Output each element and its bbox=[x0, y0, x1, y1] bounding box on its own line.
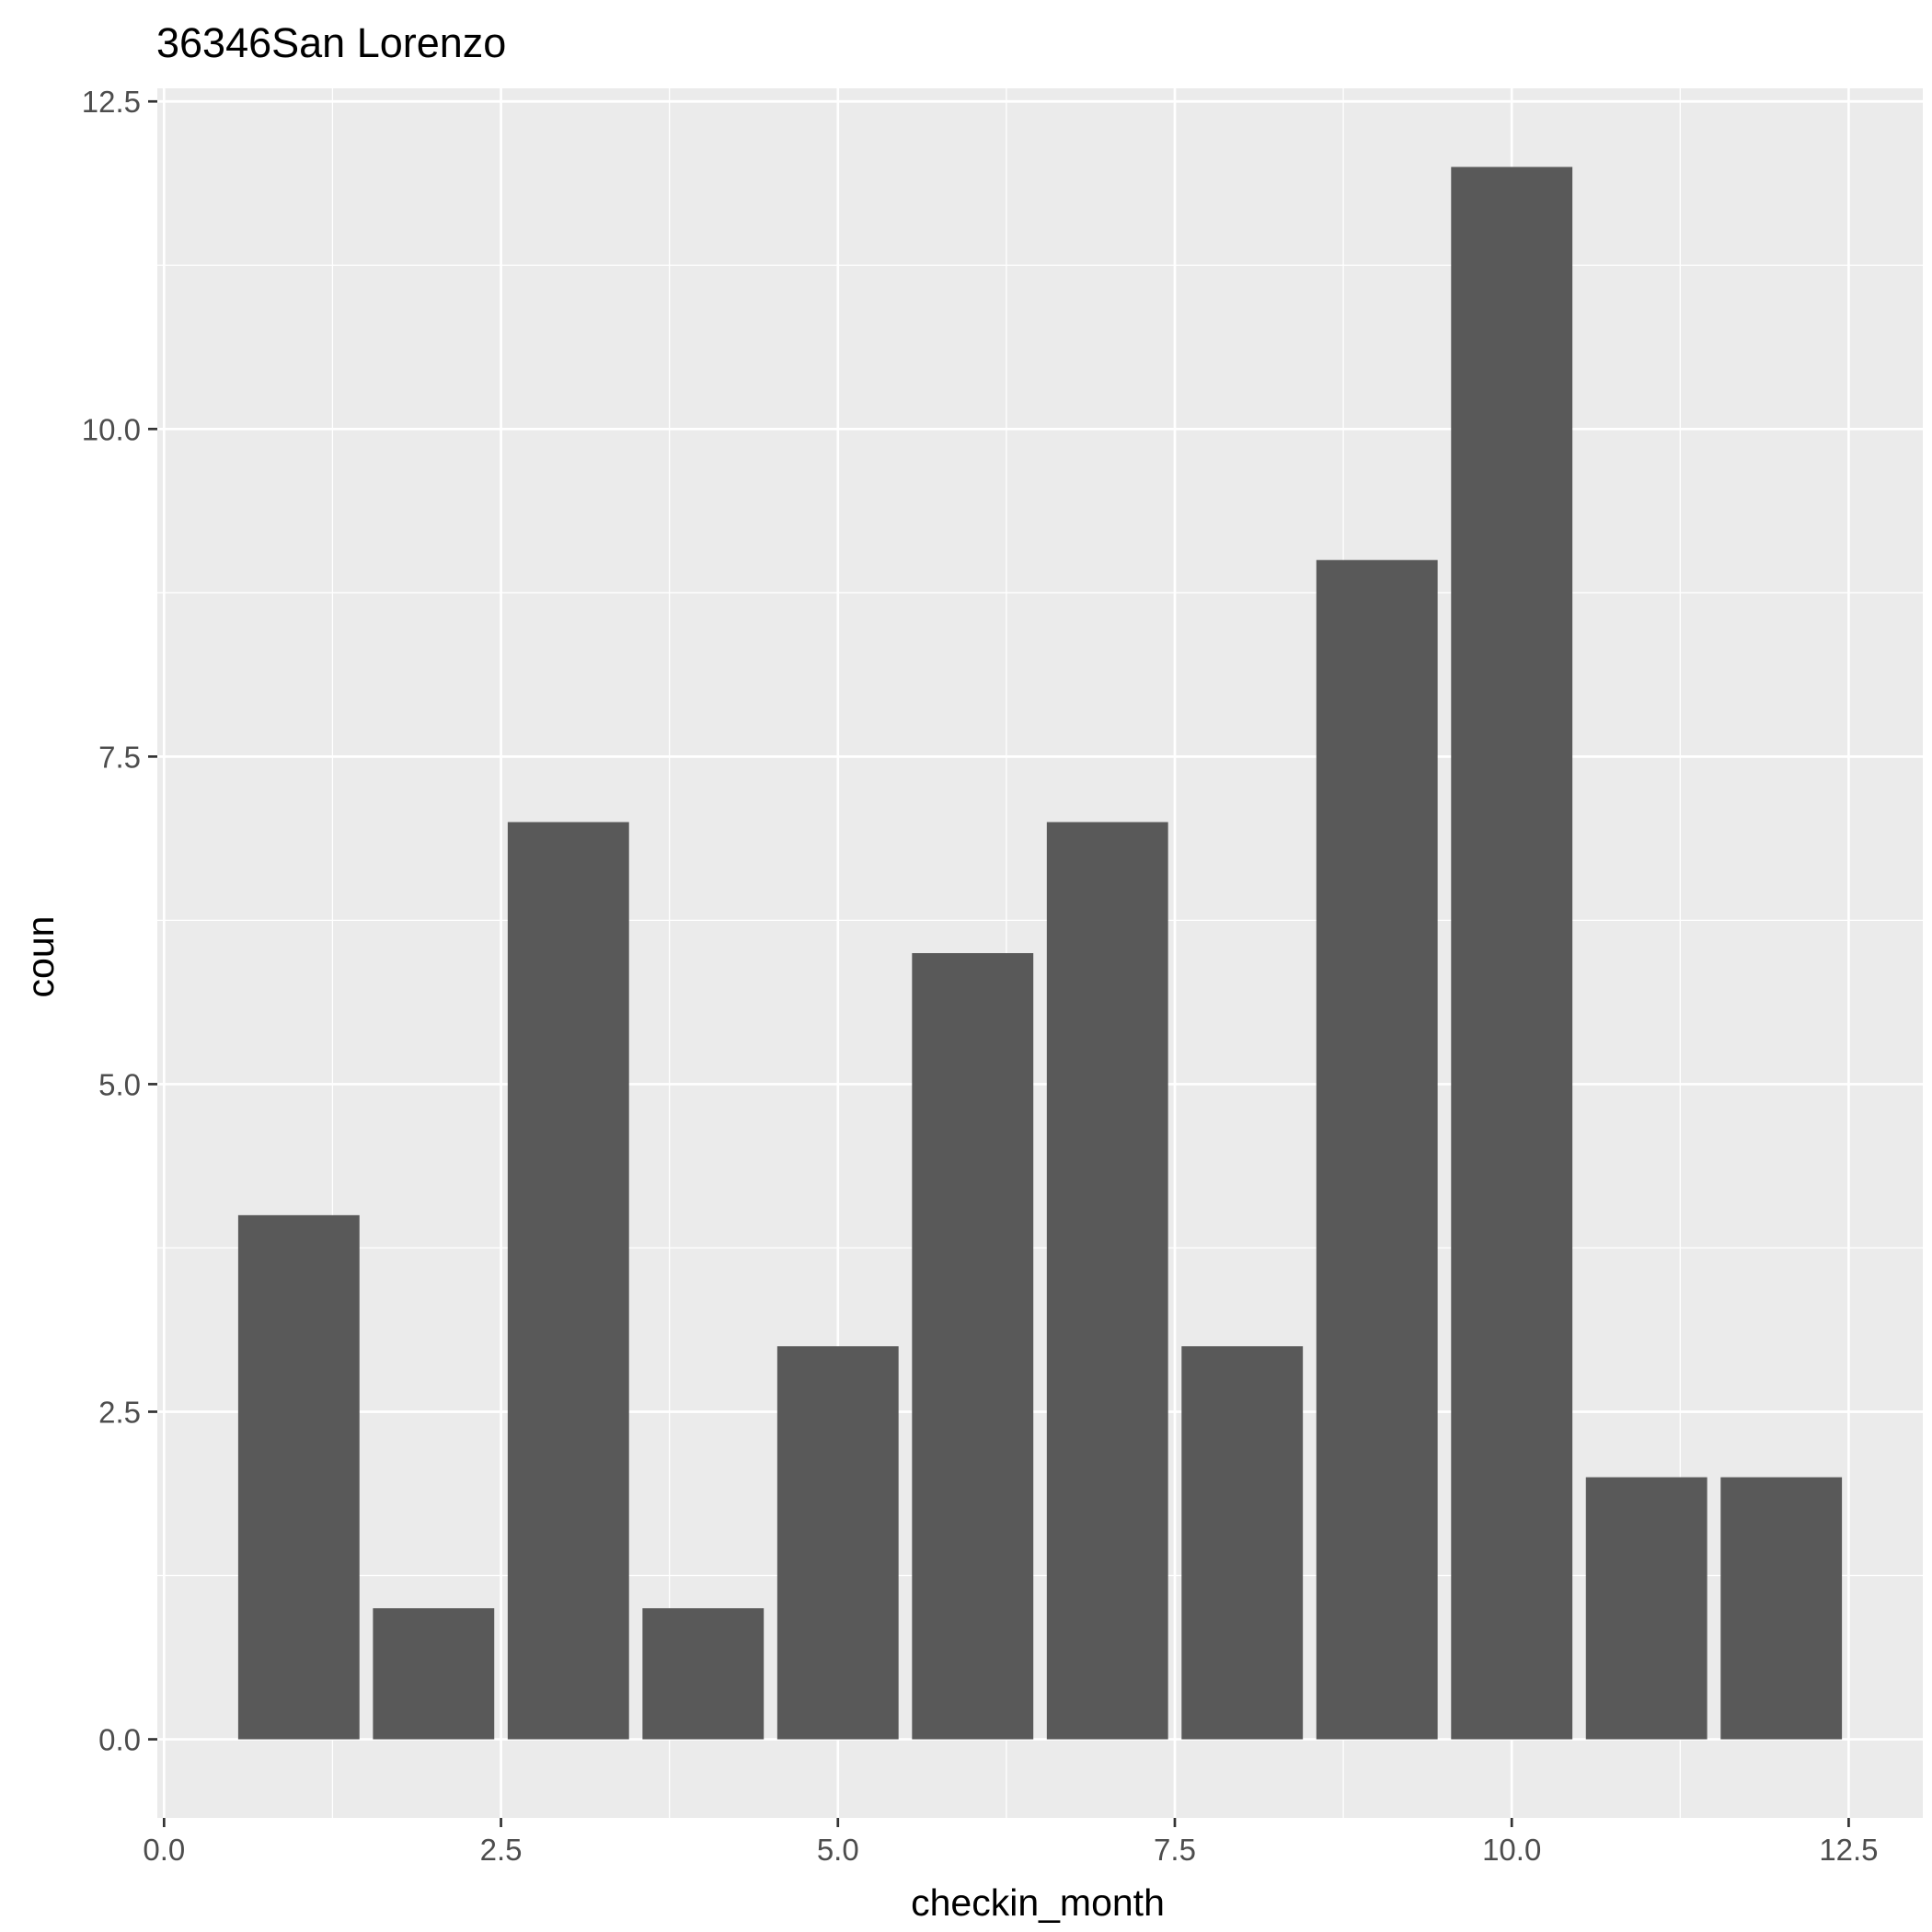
chart-title: 36346San Lorenzo bbox=[156, 19, 506, 66]
x-tick-label: 0.0 bbox=[143, 1833, 185, 1867]
bars bbox=[237, 167, 1843, 1740]
bar bbox=[1316, 559, 1438, 1740]
x-tick-label: 2.5 bbox=[480, 1833, 523, 1867]
bar bbox=[912, 953, 1034, 1740]
y-tick-label: 10.0 bbox=[82, 412, 141, 446]
y-axis: 0.0 2.5 5.0 7.5 10.0 12.5 bbox=[82, 85, 157, 1757]
bar bbox=[1585, 1477, 1708, 1740]
x-tick-label: 7.5 bbox=[1154, 1833, 1196, 1867]
x-tick-label: 10.0 bbox=[1482, 1833, 1541, 1867]
bar bbox=[373, 1608, 495, 1740]
bar bbox=[1181, 1346, 1304, 1740]
bar bbox=[237, 1214, 360, 1740]
bar bbox=[642, 1608, 765, 1740]
y-tick-label: 5.0 bbox=[98, 1067, 141, 1101]
bar bbox=[1046, 822, 1168, 1740]
bar bbox=[776, 1346, 899, 1740]
bar bbox=[1720, 1477, 1843, 1740]
x-axis: 0.0 2.5 5.0 7.5 10.0 12.5 bbox=[143, 1818, 1879, 1867]
bar bbox=[1451, 167, 1573, 1740]
x-axis-title: checkin_month bbox=[911, 1881, 1165, 1924]
bar bbox=[507, 822, 629, 1740]
y-tick-label: 12.5 bbox=[82, 85, 141, 119]
y-axis-title: coun bbox=[19, 916, 62, 998]
x-tick-label: 12.5 bbox=[1819, 1833, 1878, 1867]
y-tick-label: 0.0 bbox=[98, 1723, 141, 1757]
y-tick-label: 2.5 bbox=[98, 1395, 141, 1429]
x-tick-label: 5.0 bbox=[817, 1833, 859, 1867]
y-tick-label: 7.5 bbox=[98, 740, 141, 774]
